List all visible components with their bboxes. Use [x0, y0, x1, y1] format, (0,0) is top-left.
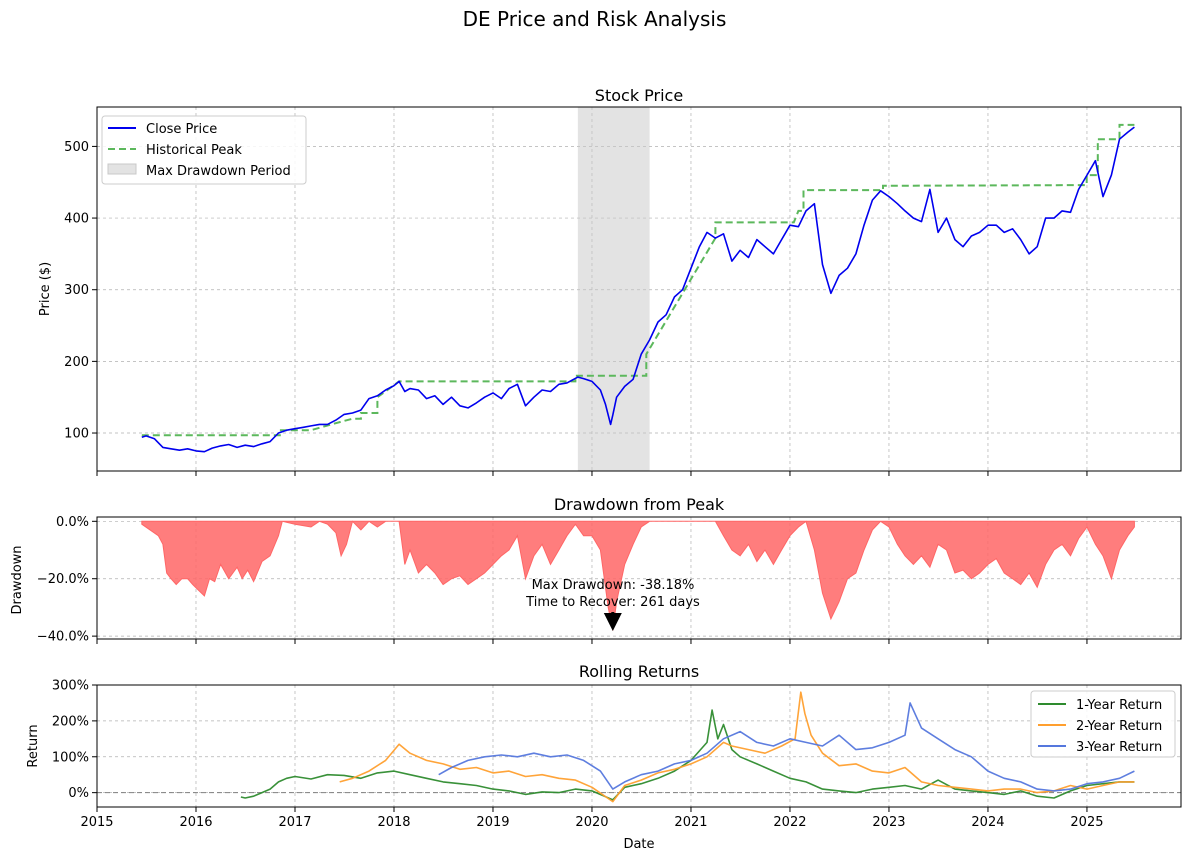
x-axis-label: Date: [623, 837, 654, 852]
annotation-line-1: Max Drawdown: -38.18%: [532, 578, 695, 593]
price-y-ticks: 100 200 300 400 500: [64, 140, 97, 442]
price-x-ticks: [96, 471, 1088, 476]
y-tick-label: 300%: [52, 679, 89, 694]
rolling-x-ticks: 2015 2016 2017 2018 2019 2020 2021 2022 2023 2024…: [80, 807, 1104, 830]
rolling-legend: 1-Year Return 2-Year Return 3-Year Retur…: [1030, 690, 1176, 758]
price-lines: [141, 123, 1135, 453]
close-price-line: [141, 126, 1135, 453]
drawdown-panel: 0.0% −20.0% −40.0% Drawdown from Peak Draw…: [10, 495, 1182, 645]
y-tick-label: 0.0%: [56, 515, 89, 530]
legend-frame: [1030, 690, 1176, 758]
figure-title: DE Price and Risk Analysis: [463, 7, 727, 31]
x-tick-label: 2022: [773, 815, 806, 830]
y-tick-label: 200%: [52, 714, 89, 729]
x-tick-label: 2018: [377, 815, 410, 830]
rolling-y-ticks: 0% 100% 200% 300%: [52, 679, 97, 801]
legend-label-2y: 2-Year Return: [1076, 719, 1162, 734]
drawdown-area: [141, 520, 1135, 631]
x-tick-label: 2025: [1070, 815, 1103, 830]
drawdown-annotation: Max Drawdown: -38.18% Time to Recover: 2…: [525, 578, 700, 631]
drawdown-y-ticks: 0.0% −20.0% −40.0%: [37, 515, 97, 645]
y-tick-label: 0%: [68, 786, 89, 801]
annotation-arrow-head: [603, 612, 622, 631]
max-drawdown-span: [577, 107, 650, 471]
x-tick-label: 2021: [674, 815, 707, 830]
rolling-lines: [97, 691, 1181, 803]
y-tick-label: 100: [64, 427, 89, 442]
x-tick-label: 2016: [179, 815, 212, 830]
drawdown-y-label: Drawdown: [10, 545, 25, 614]
rolling-return-line: [339, 691, 1135, 803]
legend-label-1y: 1-Year Return: [1076, 698, 1162, 713]
rolling-plot-area: [97, 685, 1181, 807]
x-tick-label: 2019: [476, 815, 509, 830]
legend-label-close: Close Price: [146, 122, 217, 137]
y-tick-label: −20.0%: [37, 572, 89, 587]
historical-peak-line: [141, 123, 1135, 437]
y-tick-label: 500: [64, 140, 89, 155]
legend-label-span: Max Drawdown Period: [146, 164, 291, 179]
x-tick-label: 2017: [278, 815, 311, 830]
x-tick-label: 2024: [971, 815, 1004, 830]
price-title: Stock Price: [595, 86, 683, 105]
y-tick-label: 100%: [52, 750, 89, 765]
drawdown-plot-frame: [96, 516, 1182, 640]
drawdown-x-ticks: [96, 639, 1088, 644]
x-tick-label: 2023: [872, 815, 905, 830]
y-tick-label: 300: [64, 283, 89, 298]
rolling-y-label: Return: [26, 724, 41, 767]
drawdown-title: Drawdown from Peak: [554, 495, 725, 514]
y-tick-label: 200: [64, 355, 89, 370]
rolling-plot-frame: [96, 684, 1182, 808]
legend-label-3y: 3-Year Return: [1076, 740, 1162, 755]
rolling-title: Rolling Returns: [579, 662, 699, 681]
price-y-label: Price ($): [38, 262, 53, 316]
price-legend: Close Price Historical Peak Max Drawdown…: [101, 115, 307, 185]
rolling-return-line: [240, 709, 1135, 801]
annotation-line-2: Time to Recover: 261 days: [525, 595, 700, 610]
drawdown-fill: [141, 520, 1135, 631]
y-tick-label: −40.0%: [37, 630, 89, 645]
x-tick-label: 2020: [575, 815, 608, 830]
rolling-return-line: [438, 702, 1135, 792]
x-tick-label: 2015: [80, 815, 113, 830]
y-tick-label: 400: [64, 212, 89, 227]
price-panel: 100 200 300 400 500 Stock Price Price ($) Cl…: [38, 86, 1182, 476]
rolling-panel: 0%100%200%300% 2015 2016 2017 2018 2019 2020 2…: [26, 662, 1182, 852]
max-drawdown-band: [577, 107, 650, 471]
legend-frame: [101, 115, 307, 185]
price-plot-frame: [96, 106, 1182, 472]
legend-swatch-span: [107, 163, 137, 175]
legend-label-peak: Historical Peak: [146, 143, 242, 158]
